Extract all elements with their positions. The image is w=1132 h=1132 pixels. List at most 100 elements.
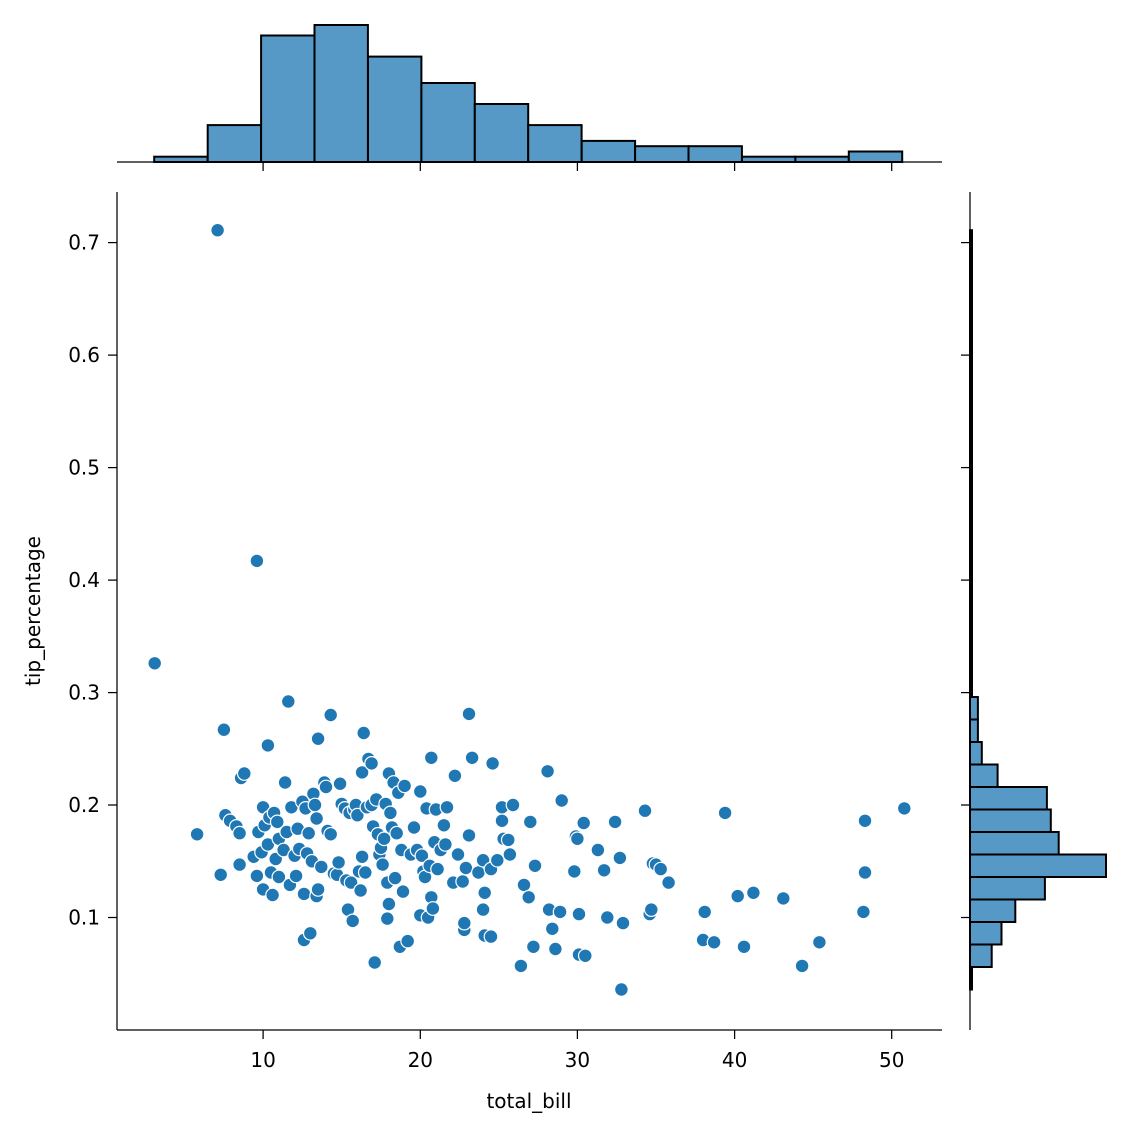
- data-point: [387, 870, 403, 886]
- data-point: [461, 706, 477, 722]
- data-point: [277, 775, 293, 790]
- data-point: [447, 768, 463, 784]
- y-histogram-bar: [969, 741, 983, 766]
- data-point: [189, 826, 205, 842]
- data-point: [232, 825, 248, 841]
- y-tick-label: 0.1: [68, 906, 100, 930]
- y-tick-label: 0.2: [68, 793, 100, 817]
- data-point: [356, 725, 372, 741]
- x-tick-label: 10: [250, 1048, 275, 1072]
- x-histogram-bar: [313, 24, 369, 163]
- data-point: [438, 837, 453, 852]
- data-point: [232, 857, 248, 872]
- x-histogram-bar: [527, 124, 583, 163]
- x-histogram-bar: [260, 34, 316, 163]
- data-point: [896, 801, 912, 816]
- y-histogram-bar: [969, 921, 1003, 946]
- x-tick-label: 50: [879, 1048, 904, 1072]
- data-point: [471, 865, 486, 880]
- data-point: [375, 857, 391, 872]
- data-point: [249, 553, 265, 569]
- y-histogram-bar: [969, 763, 999, 788]
- data-point: [323, 707, 339, 723]
- data-point: [430, 861, 446, 877]
- data-point: [397, 778, 413, 794]
- data-point: [857, 865, 873, 880]
- data-point: [302, 925, 318, 941]
- data-point: [812, 934, 827, 950]
- data-point: [450, 847, 466, 862]
- data-point: [746, 885, 761, 901]
- data-point: [354, 765, 370, 780]
- data-point: [271, 869, 287, 885]
- data-point: [577, 948, 593, 964]
- data-point: [856, 904, 871, 920]
- data-point: [643, 902, 659, 917]
- data-point: [500, 832, 516, 848]
- x-histogram-bar: [473, 103, 530, 163]
- data-point: [147, 655, 163, 671]
- x-tick-label: 30: [565, 1048, 590, 1072]
- data-point: [458, 860, 474, 876]
- y-tick-label: 0.4: [68, 568, 100, 592]
- data-point: [376, 831, 392, 847]
- data-point: [607, 814, 623, 830]
- data-point: [367, 955, 383, 970]
- x-axis-ticks: 10 20 30 40 50: [250, 162, 904, 1072]
- scatter-points: [147, 222, 912, 997]
- y-axis-ticks: 0.1 0.2 0.3 0.4 0.5 0.6 0.7: [68, 231, 970, 930]
- data-point: [354, 849, 370, 865]
- y-histogram-bar: [969, 831, 1060, 856]
- data-point: [323, 826, 339, 842]
- data-point: [502, 847, 518, 862]
- x-histogram-bar: [634, 145, 690, 163]
- y-tick-label: 0.6: [68, 343, 100, 367]
- data-point: [414, 848, 430, 864]
- data-point: [513, 958, 529, 974]
- data-point: [461, 828, 477, 843]
- data-point: [615, 915, 631, 931]
- data-point: [350, 807, 365, 823]
- data-point: [357, 865, 373, 880]
- y-histogram-bar: [969, 898, 1017, 923]
- data-point: [236, 766, 252, 781]
- y-histogram-bar: [969, 808, 1052, 833]
- data-point: [213, 867, 229, 883]
- data-point: [389, 825, 405, 841]
- data-point: [857, 813, 873, 829]
- data-point: [249, 868, 265, 884]
- y-marginal-histogram: [969, 229, 1107, 991]
- data-point: [548, 941, 563, 957]
- data-point: [590, 842, 606, 858]
- y-histogram-bar: [969, 943, 993, 968]
- data-point: [596, 862, 612, 878]
- data-point: [309, 811, 325, 826]
- x-histogram-bar: [847, 150, 904, 163]
- data-point: [661, 875, 676, 890]
- data-point: [400, 933, 416, 949]
- data-point: [345, 913, 361, 929]
- data-point: [353, 883, 369, 898]
- data-point: [288, 868, 304, 884]
- x-tick-label: 40: [722, 1048, 747, 1072]
- data-point: [494, 813, 510, 829]
- data-point: [522, 814, 538, 830]
- y-axis-label: tip_percentage: [21, 536, 45, 686]
- data-point: [260, 738, 276, 753]
- y-tick-label: 0.7: [68, 231, 100, 255]
- data-point: [455, 874, 471, 889]
- data-point: [697, 904, 713, 920]
- y-histogram-bar: [969, 696, 979, 721]
- data-point: [775, 891, 791, 906]
- x-histogram-bar: [741, 155, 797, 163]
- data-point: [485, 756, 501, 771]
- y-histogram-bar: [969, 718, 979, 743]
- data-point: [318, 779, 334, 795]
- data-point: [526, 939, 541, 955]
- data-point: [364, 756, 380, 771]
- y-histogram-bar: [969, 786, 1048, 811]
- data-point: [527, 858, 543, 874]
- data-point: [301, 825, 317, 841]
- y-tick-label: 0.5: [68, 456, 100, 480]
